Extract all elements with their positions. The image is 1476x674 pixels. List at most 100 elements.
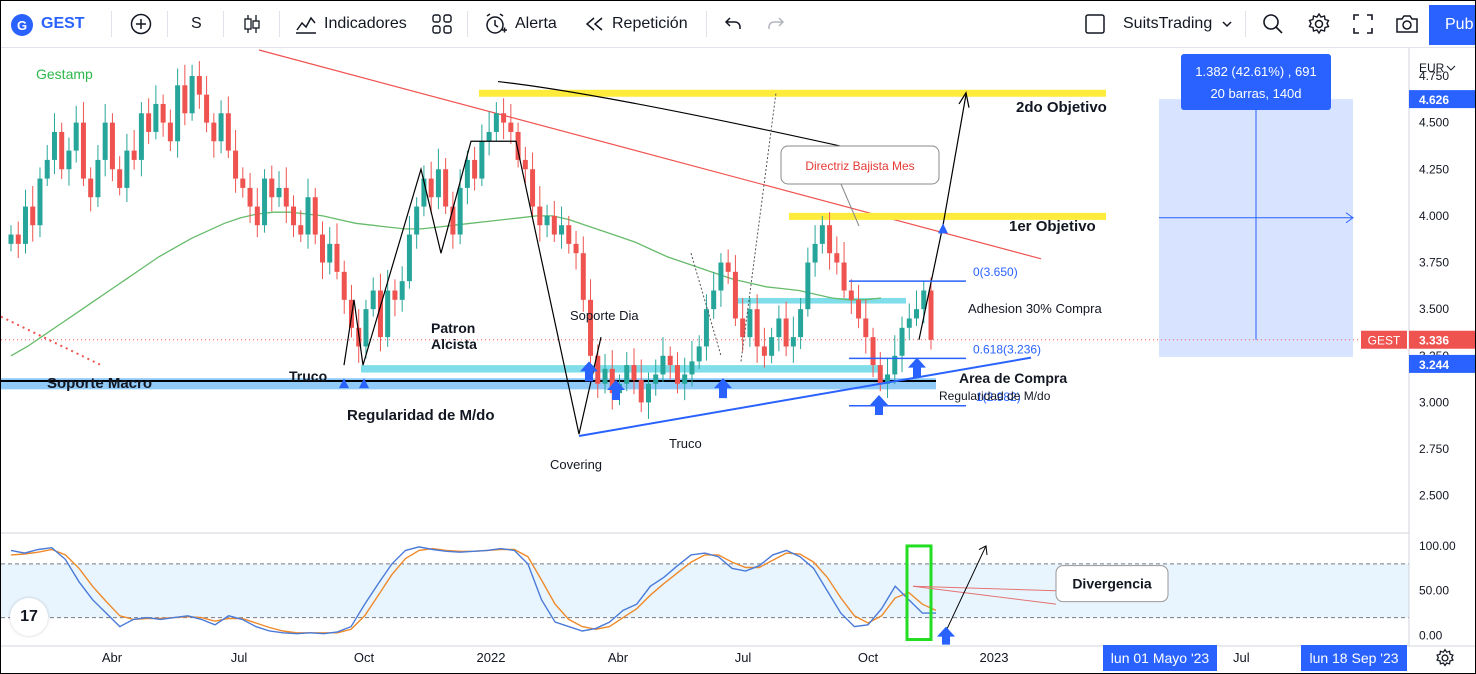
- osc-projection-line: [945, 545, 987, 632]
- fullscreen-icon[interactable]: [1352, 1, 1374, 47]
- candle-body: [653, 374, 659, 384]
- layout-checkbox-icon[interactable]: [1084, 1, 1106, 47]
- price-tick-label: 2.750: [1419, 442, 1449, 456]
- candle-body: [399, 281, 405, 300]
- candle-body: [385, 290, 391, 338]
- candle-body: [892, 355, 898, 375]
- buy-triangle-icon: [359, 378, 369, 389]
- indicators-icon: [296, 16, 316, 34]
- oscillator-pane[interactable]: Divergencia: [1, 544, 1409, 645]
- adhesion-label: Adhesion 30% Compra: [968, 301, 1102, 316]
- candle-body: [291, 206, 297, 226]
- chart-canvas[interactable]: 1.382 (42.61%) , 691 20 barras, 140d 0(3.6…: [1, 48, 1475, 673]
- candle-body: [51, 131, 57, 160]
- time-tick-label: Oct: [354, 650, 375, 665]
- candle-body: [73, 122, 79, 151]
- separator: [706, 11, 707, 37]
- publish-button[interactable]: Pub: [1429, 5, 1475, 45]
- undo-icon[interactable]: [723, 1, 743, 47]
- separator: [111, 11, 112, 37]
- candle-body: [269, 178, 275, 198]
- stoch-band: [1, 563, 1409, 618]
- time-tick-label: 2022: [477, 650, 506, 665]
- time-tick-label: Abr: [102, 650, 123, 665]
- trick-label-2: Truco: [669, 436, 702, 451]
- candle-body: [566, 225, 572, 244]
- candle-body: [834, 253, 840, 263]
- candle-body: [175, 85, 181, 142]
- candle-body: [102, 122, 108, 160]
- projection-arrowhead: [958, 91, 970, 108]
- axis-settings-gear-icon[interactable]: [1435, 648, 1455, 668]
- candle-body: [305, 197, 311, 235]
- candle-body: [711, 290, 717, 310]
- price-axis[interactable]: 2.5002.7503.0003.2503.5003.7504.0004.250…: [1361, 48, 1475, 646]
- time-tick-label: Jul: [735, 650, 752, 665]
- osc-projection-arrowhead: [978, 545, 988, 555]
- candle-body: [551, 215, 557, 235]
- layouts-grid-icon[interactable]: [431, 1, 453, 47]
- search-icon[interactable]: [1262, 1, 1284, 47]
- candle-type-icon[interactable]: [241, 1, 263, 47]
- separator: [1245, 11, 1246, 37]
- price-label-box: [1409, 354, 1475, 373]
- buy-triangle-icon: [938, 223, 948, 234]
- buy-zone: [361, 365, 881, 373]
- price-tick-label: 4.000: [1419, 209, 1449, 223]
- symbol-price-tag: [1361, 330, 1407, 349]
- compare-add-icon[interactable]: [130, 1, 152, 47]
- trend-callout-label: Directriz Bajista Mes: [805, 159, 914, 173]
- price-pane-bg: [1, 48, 1409, 533]
- candle-body: [22, 206, 28, 244]
- stoch-k-line: [10, 546, 936, 635]
- candle-body: [696, 346, 702, 362]
- last-price-label: 3.336: [1419, 334, 1449, 348]
- layout-menu-button[interactable]: SuitsTrading: [1123, 1, 1234, 47]
- replay-button[interactable]: Repetición: [584, 1, 688, 47]
- tradingview-logo-icon[interactable]: 17: [10, 598, 48, 636]
- alert-button[interactable]: Alerta: [484, 1, 557, 47]
- price-pane[interactable]: 1.382 (42.61%) , 691 20 barras, 140d 0(3.6…: [1, 48, 1409, 534]
- candle-body: [66, 150, 72, 170]
- camera-icon[interactable]: [1395, 1, 1419, 47]
- separator: [467, 11, 468, 37]
- candle-body: [334, 243, 340, 272]
- candle-body: [138, 113, 144, 160]
- black-curve: [497, 80, 862, 152]
- candle-body: [363, 309, 369, 347]
- indicators-label: Indicadores: [324, 15, 407, 32]
- candle-body: [645, 383, 651, 403]
- downtrend-line: [258, 49, 1042, 260]
- buy-triangle-icon: [339, 378, 349, 389]
- time-axis-label: Jul: [1233, 650, 1250, 665]
- time-axis[interactable]: Abr Jul Oct 2022 Abr Jul Oct 2023: [1, 645, 1475, 665]
- candle-body: [537, 206, 543, 226]
- candle-body: [15, 234, 21, 244]
- candle-body: [798, 309, 804, 338]
- candle-body: [631, 365, 637, 381]
- candle-body: [414, 206, 420, 235]
- redo-icon[interactable]: [766, 1, 786, 47]
- candle-body: [218, 113, 224, 142]
- candle-body: [856, 299, 862, 319]
- pattern-label-line2: Alcista: [431, 336, 477, 352]
- gear-icon[interactable]: [1307, 1, 1331, 47]
- covering-label: Covering: [550, 457, 602, 472]
- interval-button[interactable]: S: [191, 15, 202, 32]
- candle-body: [392, 290, 398, 300]
- candle-body: [624, 365, 630, 384]
- regularity-label: Regularidad de M/do: [347, 407, 495, 424]
- osc-buy-arrow-icon: [937, 626, 955, 645]
- indicators-button[interactable]: Indicadores: [294, 1, 407, 47]
- uptrend-support-line: [578, 356, 1032, 437]
- candle-body: [341, 271, 347, 300]
- candle-body: [262, 178, 268, 226]
- candle-body: [59, 131, 65, 170]
- symbol-logo-icon[interactable]: G: [11, 14, 33, 36]
- support-macro-label: Soporte Macro: [47, 375, 152, 392]
- measure-tooltip-line1: 1.382 (42.61%) , 691: [1195, 64, 1316, 79]
- separator: [279, 11, 280, 37]
- symbol-search-button[interactable]: GEST: [41, 15, 85, 32]
- candle-body: [769, 337, 775, 356]
- fib-level-label: 1(2.982): [976, 390, 1021, 404]
